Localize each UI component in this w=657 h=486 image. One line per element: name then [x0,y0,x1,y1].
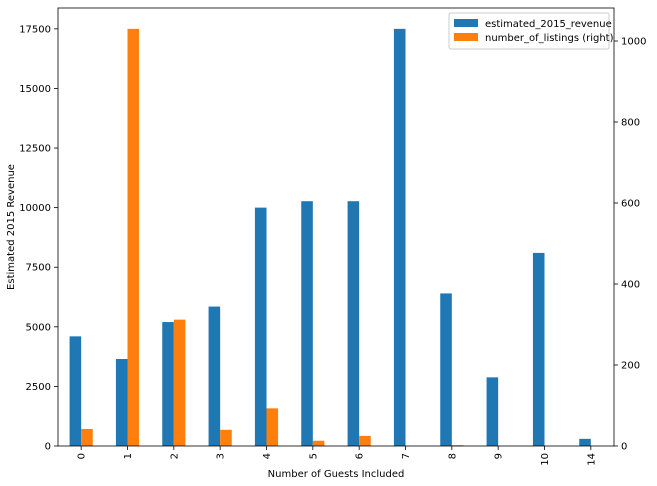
legend-label-listings: number_of_listings (right) [485,33,614,44]
legend-swatch-revenue [454,19,478,27]
x-axis-label: Number of Guests Included [268,469,405,480]
bar-revenue-4 [254,207,267,446]
right-y-axis: 0 200 400 600 800 1000 [614,37,646,453]
x-tick-label: 14 [586,453,597,466]
left-tick-label: 7500 [26,263,51,274]
bar-revenue-3 [208,306,221,446]
bar-revenue-5 [301,201,313,446]
bar-listings-8 [451,445,464,446]
left-tick-label: 15000 [19,84,51,95]
x-tick-label: 1 [123,453,134,459]
x-tick-label: 5 [308,453,319,459]
legend: estimated_2015_revenue number_of_listing… [448,12,614,50]
left-tick-label: 0 [45,442,51,453]
bar-listings-5 [312,440,325,446]
left-tick-label: 12500 [19,144,51,155]
x-tick-label: 6 [355,453,366,459]
legend-box [448,12,610,50]
right-tick-label: 600 [621,199,640,210]
bar-listings-1 [127,28,140,447]
y-axis-label: Estimated 2015 Revenue [6,164,17,290]
x-tick-label: 9 [494,453,505,459]
left-tick-label: 5000 [26,322,51,333]
plot-frame [57,7,615,447]
legend-swatch-listings [454,33,478,41]
bars-layer [69,28,591,447]
x-tick-label: 10 [540,453,551,466]
right-tick-label: 0 [621,442,627,453]
bar-listings-0 [81,428,93,446]
bar-listings-2 [173,319,186,446]
x-tick-label: 0 [77,453,88,459]
x-tick-label: 7 [401,453,412,459]
right-tick-label: 800 [621,118,640,129]
x-tick-label: 8 [447,453,458,459]
x-axis: 0 1 2 3 4 5 6 7 8 9 10 14 [77,446,597,466]
left-y-axis: 0 2500 5000 7500 10000 12500 15000 17500 [19,24,58,453]
bar-revenue-6 [347,201,360,446]
left-tick-label: 10000 [19,203,51,214]
legend-label-revenue: estimated_2015_revenue [485,19,612,30]
bar-revenue-10 [532,252,545,446]
left-tick-label: 2500 [26,382,51,393]
bar-revenue-9 [486,377,499,446]
bar-listings-4 [266,408,279,446]
x-tick-label: 4 [262,453,273,459]
bar-revenue-7 [393,28,406,447]
bar-revenue-2 [162,322,174,446]
bar-revenue-1 [115,359,128,446]
left-tick-label: 17500 [19,24,51,35]
right-tick-label: 1000 [621,37,646,48]
x-tick-label: 2 [169,453,180,459]
bar-listings-6 [359,435,371,446]
bar-revenue-0 [69,336,82,446]
bar-revenue-14 [579,438,591,446]
right-tick-label: 200 [621,361,640,372]
right-tick-label: 400 [621,280,640,291]
bar-revenue-8 [440,293,452,446]
bar-listings-3 [220,429,232,446]
x-tick-label: 3 [216,453,227,459]
